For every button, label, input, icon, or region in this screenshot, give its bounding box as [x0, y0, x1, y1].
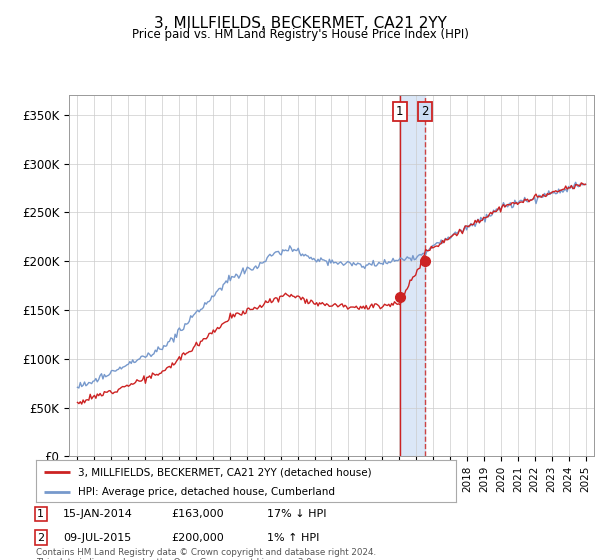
Text: 1: 1 [37, 509, 44, 519]
Text: Contains HM Land Registry data © Crown copyright and database right 2024.
This d: Contains HM Land Registry data © Crown c… [36, 548, 376, 560]
Text: £200,000: £200,000 [171, 533, 224, 543]
Text: 2: 2 [421, 105, 429, 118]
Text: 3, MILLFIELDS, BECKERMET, CA21 2YY: 3, MILLFIELDS, BECKERMET, CA21 2YY [154, 16, 446, 31]
Text: £163,000: £163,000 [171, 509, 224, 519]
Bar [400, 95, 425, 456]
Text: 3, MILLFIELDS, BECKERMET, CA21 2YY (detached house): 3, MILLFIELDS, BECKERMET, CA21 2YY (deta… [78, 467, 371, 477]
Text: 1% ↑ HPI: 1% ↑ HPI [267, 533, 319, 543]
Text: 09-JUL-2015: 09-JUL-2015 [63, 533, 131, 543]
Text: Price paid vs. HM Land Registry's House Price Index (HPI): Price paid vs. HM Land Registry's House … [131, 28, 469, 41]
Text: 2: 2 [37, 533, 44, 543]
Text: 15-JAN-2014: 15-JAN-2014 [63, 509, 133, 519]
Text: HPI: Average price, detached house, Cumberland: HPI: Average price, detached house, Cumb… [78, 487, 335, 497]
Text: 1: 1 [396, 105, 404, 118]
Text: 17% ↓ HPI: 17% ↓ HPI [267, 509, 326, 519]
